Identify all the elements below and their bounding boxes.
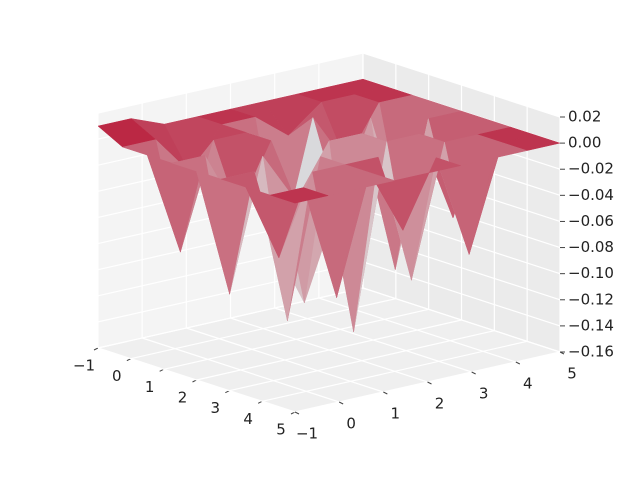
grid-line xyxy=(97,261,364,323)
x-tick-label: 0 xyxy=(112,367,122,385)
y-tick-label: 0 xyxy=(346,415,356,433)
z-tick-label: −0.06 xyxy=(568,212,614,230)
x-tick-label: −1 xyxy=(73,357,95,375)
x-tick-label: 4 xyxy=(243,410,253,428)
surface-patch xyxy=(269,187,330,204)
x-tick-label: 1 xyxy=(145,378,155,396)
grid-line xyxy=(97,52,364,114)
y-tick-label: 1 xyxy=(391,405,401,423)
y-tick xyxy=(338,401,344,405)
y-tick xyxy=(427,381,432,385)
x-tick-label: 2 xyxy=(178,389,188,407)
z-tick-label: 0.02 xyxy=(568,108,601,126)
grid-line xyxy=(362,261,561,327)
z-tick-label: −0.10 xyxy=(568,264,614,282)
grid-line xyxy=(141,337,340,403)
z-tick-label: −0.14 xyxy=(568,316,614,334)
grid-line xyxy=(97,347,296,413)
grid-line xyxy=(230,317,428,383)
grid-line xyxy=(274,307,472,373)
y-tick-label: 5 xyxy=(567,365,577,383)
z-tick-label: −0.08 xyxy=(568,238,614,256)
z-tick-label: −0.16 xyxy=(568,343,614,361)
grid-line xyxy=(186,327,384,393)
grid-line xyxy=(362,287,561,353)
y-tick xyxy=(294,411,300,415)
z-tick-label: 0.00 xyxy=(568,134,601,152)
z-tick-label: −0.04 xyxy=(568,186,614,204)
z-tick-label: −0.12 xyxy=(568,290,614,308)
x-tick-label: 3 xyxy=(211,399,221,417)
y-tick xyxy=(383,391,388,395)
grid-line xyxy=(362,52,561,118)
z-tick-label: −0.02 xyxy=(568,160,614,178)
y-tick-label: 2 xyxy=(435,395,445,413)
y-tick-label: 4 xyxy=(523,375,533,393)
x-tick-label: 5 xyxy=(276,421,286,439)
y-tick xyxy=(471,371,476,375)
grid-line xyxy=(97,287,364,349)
y-tick xyxy=(515,361,521,365)
y-tick-label: −1 xyxy=(296,425,318,443)
y-tick-label: 3 xyxy=(479,385,489,403)
x-tick xyxy=(93,347,99,351)
